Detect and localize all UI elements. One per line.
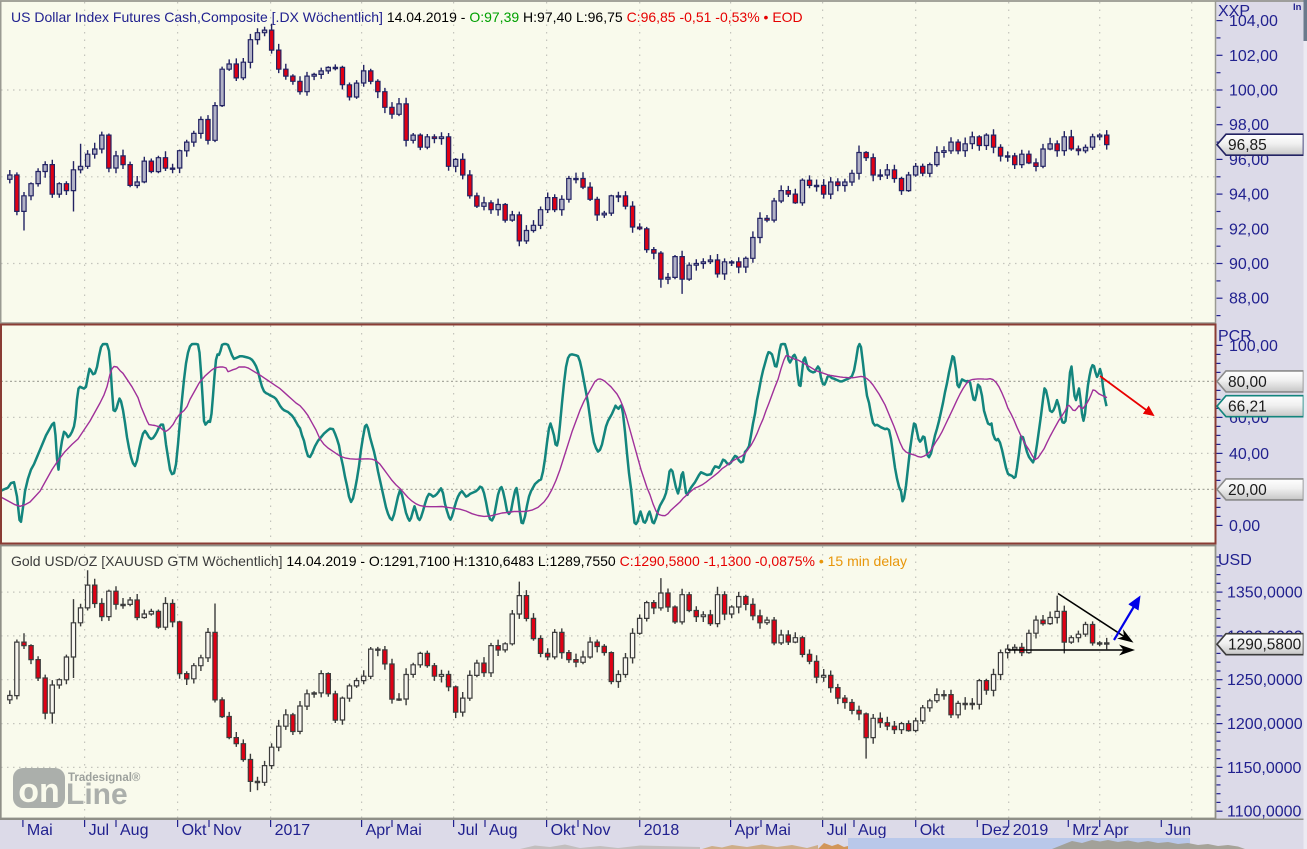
svg-text:Tradesignal®: Tradesignal®: [68, 772, 141, 784]
svg-text:92,00: 92,00: [1229, 221, 1269, 238]
svg-text:96,00: 96,00: [1229, 152, 1269, 169]
svg-text:Aug: Aug: [120, 822, 148, 839]
svg-text:Okt: Okt: [182, 822, 207, 839]
svg-text:2017: 2017: [275, 822, 311, 839]
svg-text:Jul: Jul: [458, 822, 478, 839]
svg-text:Nov: Nov: [213, 822, 241, 839]
svg-text:1150,0000: 1150,0000: [1227, 760, 1302, 777]
svg-text:88,00: 88,00: [1229, 291, 1269, 308]
svg-text:104,00: 104,00: [1229, 13, 1278, 30]
svg-text:Mai: Mai: [396, 822, 422, 839]
svg-text:Jul: Jul: [827, 822, 847, 839]
svg-text:94,00: 94,00: [1229, 187, 1269, 204]
svg-text:Jun: Jun: [1165, 822, 1191, 839]
svg-text:102,00: 102,00: [1229, 48, 1278, 65]
svg-text:Apr: Apr: [1104, 822, 1130, 839]
svg-text:1100,0000: 1100,0000: [1227, 804, 1302, 821]
svg-text:Mrz: Mrz: [1072, 822, 1099, 839]
svg-text:1350,0000: 1350,0000: [1227, 585, 1303, 602]
svg-text:Okt: Okt: [551, 822, 576, 839]
svg-text:1290,5800: 1290,5800: [1228, 637, 1302, 654]
svg-text:Aug: Aug: [858, 822, 886, 839]
svg-text:Okt: Okt: [920, 822, 945, 839]
svg-text:US Dollar Index Futures Cash,C: US Dollar Index Futures Cash,Composite […: [11, 9, 803, 25]
svg-text:96,85: 96,85: [1228, 137, 1267, 154]
svg-text:66,21: 66,21: [1228, 399, 1267, 416]
svg-text:90,00: 90,00: [1229, 256, 1269, 273]
svg-text:on: on: [18, 772, 60, 810]
svg-text:Aug: Aug: [489, 822, 517, 839]
svg-text:40,00: 40,00: [1229, 446, 1269, 463]
svg-text:PCR: PCR: [1218, 328, 1252, 345]
svg-text:100,00: 100,00: [1229, 338, 1278, 355]
svg-text:ln: ln: [1293, 2, 1302, 13]
svg-text:XXP: XXP: [1218, 3, 1250, 20]
svg-text:Nov: Nov: [582, 822, 610, 839]
svg-text:98,00: 98,00: [1229, 117, 1269, 134]
svg-text:80,00: 80,00: [1228, 374, 1267, 391]
svg-text:100,00: 100,00: [1229, 83, 1278, 100]
svg-text:Jul: Jul: [89, 822, 109, 839]
svg-text:0,00: 0,00: [1229, 518, 1260, 535]
svg-text:2019: 2019: [1013, 822, 1049, 839]
svg-text:Apr: Apr: [366, 822, 392, 839]
svg-text:Line: Line: [66, 778, 128, 811]
svg-text:Mai: Mai: [27, 822, 53, 839]
svg-text:1250,0000: 1250,0000: [1227, 672, 1303, 689]
svg-text:1200,0000: 1200,0000: [1227, 716, 1303, 733]
svg-text:2018: 2018: [644, 822, 680, 839]
svg-text:Dez: Dez: [981, 822, 1009, 839]
svg-text:USD: USD: [1218, 552, 1252, 569]
svg-text:Mai: Mai: [765, 822, 791, 839]
svg-text:20,00: 20,00: [1228, 482, 1267, 499]
svg-text:Apr: Apr: [735, 822, 761, 839]
svg-text:Gold USD/OZ [XAUUSD GTM Wöchen: Gold USD/OZ [XAUUSD GTM Wöchentlich] 14.…: [11, 553, 907, 569]
